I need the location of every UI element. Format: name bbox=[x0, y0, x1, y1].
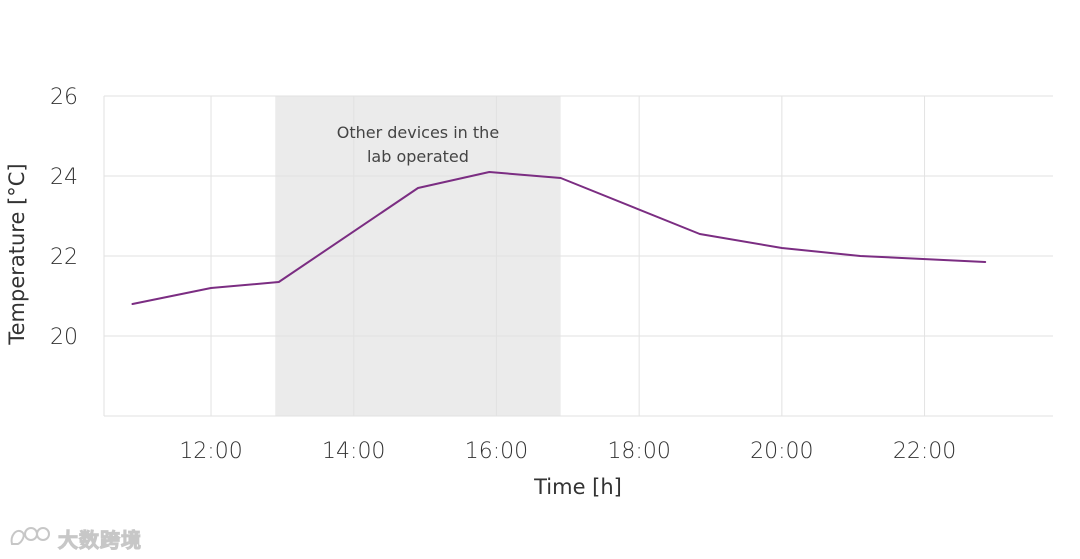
series-layer bbox=[131, 171, 987, 305]
x-tick-label: 18:00 bbox=[607, 439, 670, 464]
annotation-line-1: Other devices in the bbox=[337, 123, 499, 142]
tick-label-layer: 12:00 14:00 16:00 18:00 20:00 22:00 20 22 24 26 bbox=[50, 85, 956, 464]
x-tick-label: 16:00 bbox=[465, 439, 528, 464]
x-tick-label: 20:00 bbox=[750, 439, 813, 464]
y-tick-label: 22 bbox=[50, 245, 78, 270]
watermark-logo: 大数跨境 bbox=[8, 521, 142, 555]
y-tick-label: 26 bbox=[50, 85, 78, 110]
annotation-layer: Other devices in the lab operated bbox=[337, 123, 499, 166]
series-line-0 bbox=[131, 171, 987, 305]
y-tick-label: 24 bbox=[50, 165, 78, 190]
y-tick-label: 20 bbox=[50, 325, 78, 350]
watermark-icon bbox=[10, 527, 50, 545]
x-tick-label: 12:00 bbox=[179, 439, 242, 464]
watermark-text: 大数跨境 bbox=[58, 527, 142, 552]
x-tick-label: 22:00 bbox=[893, 439, 956, 464]
y-axis-title: Temperature [°C] bbox=[5, 163, 29, 345]
x-tick-label: 14:00 bbox=[322, 439, 385, 464]
x-axis-title: Time [h] bbox=[533, 475, 622, 499]
grid-layer bbox=[103, 95, 1053, 417]
annotation-line-2: lab operated bbox=[367, 147, 469, 166]
